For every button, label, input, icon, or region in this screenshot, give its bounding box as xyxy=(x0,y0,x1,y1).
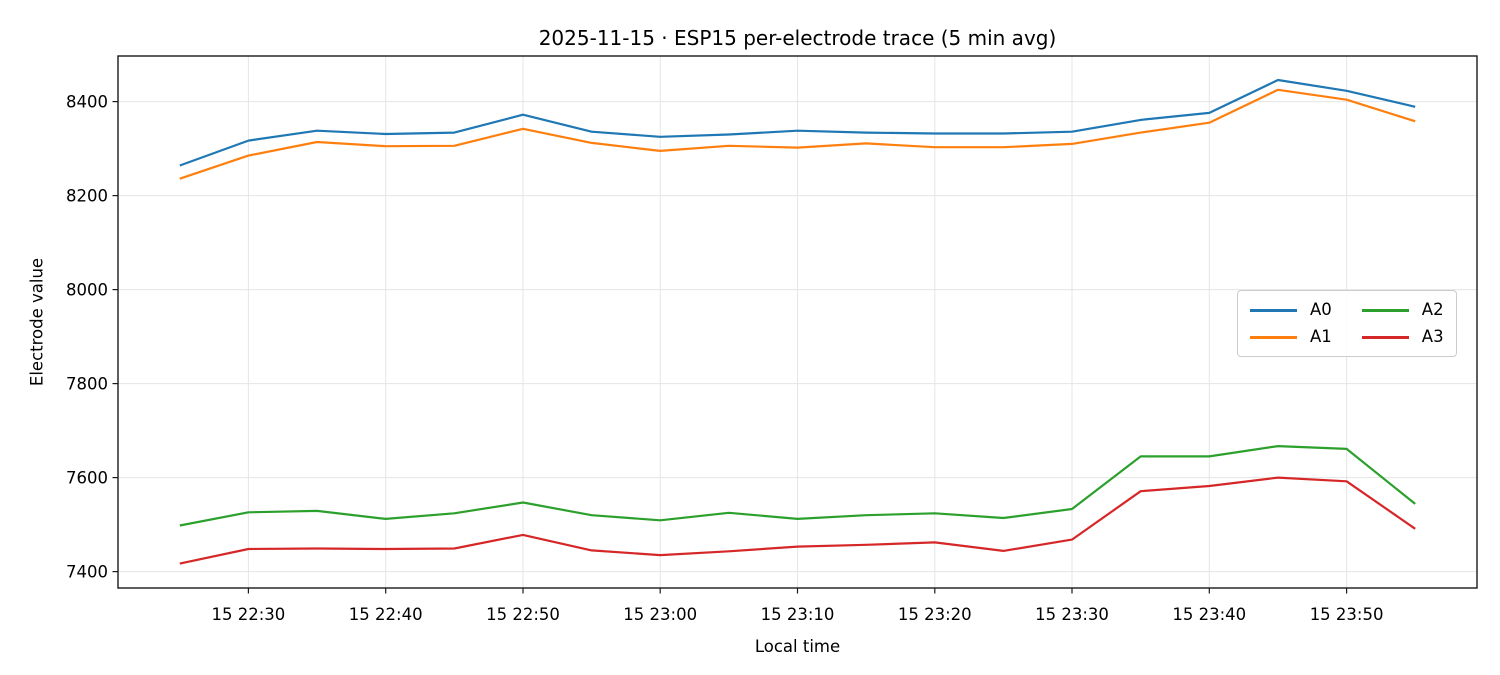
x-tick-label: 15 22:30 xyxy=(212,605,286,624)
y-tick-label: 8400 xyxy=(66,93,108,112)
series-line-a2 xyxy=(179,445,1416,527)
y-tick-label: 7400 xyxy=(66,563,108,582)
series-line-a3 xyxy=(179,476,1416,565)
y-tick-label: 8000 xyxy=(66,281,108,300)
y-tick-label: 8200 xyxy=(66,187,108,206)
y-tick-label: 7800 xyxy=(66,375,108,394)
y-tick-label: 7600 xyxy=(66,469,108,488)
x-tick-label: 15 22:50 xyxy=(486,605,560,624)
legend-label-a2: A2 xyxy=(1421,300,1444,319)
legend-line-sample-a2 xyxy=(1361,308,1409,312)
series-line-a0 xyxy=(179,78,1416,167)
legend-item-a0: A0 xyxy=(1250,299,1332,321)
x-axis-label: Local time xyxy=(754,637,841,656)
y-axis-label: Electrode value xyxy=(27,257,47,387)
x-tick-label: 15 23:30 xyxy=(1035,605,1109,624)
legend-item-a2: A2 xyxy=(1361,299,1444,321)
series-line-a1 xyxy=(179,88,1416,180)
legend-item-a1: A1 xyxy=(1250,326,1332,348)
x-tick-label: 15 23:00 xyxy=(623,605,697,624)
x-tick-label: 15 23:10 xyxy=(761,605,835,624)
chart-title: 2025-11-15 · ESP15 per-electrode trace (… xyxy=(538,26,1057,50)
x-tick-label: 15 23:50 xyxy=(1310,605,1384,624)
legend-line-sample-a1 xyxy=(1250,335,1297,339)
x-tick-label: 15 23:40 xyxy=(1172,605,1246,624)
legend-label-a0: A0 xyxy=(1310,300,1332,319)
legend-item-a3: A3 xyxy=(1361,326,1444,348)
legend: A0 A1 A2 A3 xyxy=(1237,290,1457,357)
legend-line-sample-a0 xyxy=(1250,308,1297,312)
legend-line-sample-a3 xyxy=(1361,335,1409,339)
x-tick-label: 15 22:40 xyxy=(349,605,423,624)
x-tick-label: 15 23:20 xyxy=(898,605,972,624)
legend-label-a1: A1 xyxy=(1310,327,1332,346)
legend-label-a3: A3 xyxy=(1421,327,1444,346)
